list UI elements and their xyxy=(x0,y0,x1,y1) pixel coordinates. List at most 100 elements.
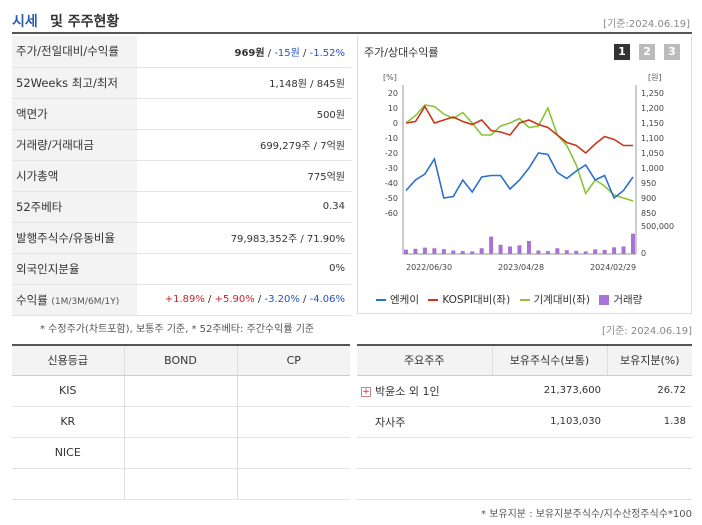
left-tick-label: -10 xyxy=(385,134,398,143)
value-volume: 699,279주 / 7억원 xyxy=(137,129,351,161)
right-unit: [원] xyxy=(648,73,662,82)
credit-bond xyxy=(124,468,238,500)
right-tick-label: 1,050 xyxy=(641,149,664,158)
left-tick-label: -20 xyxy=(385,149,398,158)
right-tick-label: 1,150 xyxy=(641,119,664,128)
left-tick-label: -30 xyxy=(385,164,398,173)
right-tick-label: 900 xyxy=(641,194,656,203)
label-par: 액면가 xyxy=(12,98,137,130)
shareholders-table: 주요주주 보유주식수(보통) 보유지분(%) + 박윤소 외 1인 21,373,… xyxy=(357,344,692,500)
row-returns: 수익률 (1M/3M/6M/1Y) +1.89% / +5.90% / -3.2… xyxy=(12,284,351,316)
volume-bar xyxy=(460,251,465,254)
change-value: -15원 xyxy=(274,47,300,59)
holder-name-text: 박윤소 외 1인 xyxy=(375,384,440,398)
expand-icon[interactable]: + xyxy=(361,386,371,397)
holders-header-name: 주요주주 xyxy=(357,344,493,376)
row-par: 액면가 500원 xyxy=(12,98,351,130)
holders-header-shares: 보유주식수(보통) xyxy=(492,344,608,376)
ret-3m: +5.90% xyxy=(214,294,255,305)
credit-cp xyxy=(237,468,350,500)
volume-bar xyxy=(498,244,503,254)
chart-page-1[interactable]: 1 xyxy=(614,44,630,60)
credit-agency: KIS xyxy=(12,375,125,407)
left-unit: [%] xyxy=(383,73,397,82)
volume-bar xyxy=(404,249,408,254)
right-tick-label: 1,000 xyxy=(641,164,664,173)
sep: / xyxy=(299,294,310,305)
volume-bar xyxy=(441,249,446,254)
volume-bar xyxy=(602,249,607,254)
value-mcap: 775억원 xyxy=(137,160,351,192)
x-tick-label: 2022/06/30 xyxy=(406,263,452,272)
table-row xyxy=(357,468,692,500)
table-row xyxy=(357,437,692,469)
holder-shares xyxy=(492,437,607,469)
value-beta: 0.34 xyxy=(137,191,351,223)
label-shares: 발행주식수/유동비율 xyxy=(12,222,137,254)
legend-volume: 거래량 xyxy=(599,294,642,306)
x-tick-label: 2023/04/28 xyxy=(498,263,544,272)
credit-agency: NICE xyxy=(12,437,125,469)
credit-header-cp: CP xyxy=(237,344,350,376)
table-row: KR xyxy=(12,406,350,438)
ret-6m: -3.20% xyxy=(264,294,300,305)
volume-bar xyxy=(612,247,617,254)
value-52wk: 1,148원 / 845원 xyxy=(137,67,351,99)
table-row: 자사주 1,103,030 1.38 xyxy=(357,406,692,438)
holder-pct xyxy=(607,437,692,469)
volume-bar xyxy=(432,248,437,254)
ret-1y: -4.06% xyxy=(309,294,345,305)
holder-shares: 1,103,030 xyxy=(492,406,607,438)
credit-bond xyxy=(124,375,238,407)
label-mcap: 시가총액 xyxy=(12,160,137,192)
row-foreign: 외국인지분율 0% xyxy=(12,253,351,285)
chart-title: 주가/상대수익률 xyxy=(364,46,439,59)
price-info-table: 주가/전일대비/수익률 969원 / -15원 / -1.52% 52Weeks… xyxy=(12,36,351,316)
right-tick-label: 1,100 xyxy=(641,134,664,143)
chart-page-2[interactable]: 2 xyxy=(639,44,655,60)
volume-bar xyxy=(574,250,579,254)
holder-name: 자사주 xyxy=(357,406,492,438)
kospi-line xyxy=(405,104,633,155)
credit-rating-table: 신용등급 BOND CP KIS KR NICE xyxy=(12,344,350,500)
right-tick-label: 1,250 xyxy=(641,89,664,98)
chart-panel: [%] [원] 20 10 0 -10 -20 -30 -40 -50 -60 1,250 1,200 1… xyxy=(357,36,692,314)
label-beta: 52주베타 xyxy=(12,191,137,223)
volume-bar xyxy=(536,250,541,254)
chart-legend: 엔케이 KOSPI대비(좌) 기계대비(좌) 거래량 xyxy=(376,292,648,307)
left-tick-label: 10 xyxy=(388,104,398,113)
chart-page-3[interactable]: 3 xyxy=(664,44,680,60)
sep: / xyxy=(264,47,275,59)
holders-header-pct: 보유지분(%) xyxy=(607,344,692,376)
sector-line xyxy=(405,104,634,202)
table-row: KIS xyxy=(12,375,350,407)
legend-kospi: KOSPI대비(좌) xyxy=(428,294,510,306)
volume-bar xyxy=(631,233,635,254)
volume-bar xyxy=(451,250,456,254)
left-tick-label: -50 xyxy=(385,194,398,203)
volume-bar xyxy=(545,251,550,254)
header-title-sub: 및 주주현황 xyxy=(50,14,120,30)
credit-header-bond: BOND xyxy=(124,344,238,376)
volume-bar xyxy=(470,251,475,254)
label-foreign: 외국인지분율 xyxy=(12,253,137,285)
row-52wk: 52Weeks 최고/최저 1,148원 / 845원 xyxy=(12,67,351,99)
right-tick-label: 1,200 xyxy=(641,104,664,113)
holder-name xyxy=(357,437,492,469)
value-foreign: 0% xyxy=(137,253,351,285)
label-price: 주가/전일대비/수익률 xyxy=(12,36,137,68)
value-price: 969원 / -15원 / -1.52% xyxy=(137,36,351,68)
table-row: + 박윤소 외 1인 21,373,600 26.72 xyxy=(357,375,692,407)
left-tick-label: -60 xyxy=(385,209,398,218)
ret-1m: +1.89% xyxy=(164,294,205,305)
row-shares: 발행주식수/유동비율 79,983,352주 / 71.90% xyxy=(12,222,351,254)
returns-label: 수익률 xyxy=(16,292,48,307)
holders-footnote: * 보유지분 : 보유지분주식수/지수산정주식수*100 xyxy=(481,509,692,520)
row-mcap: 시가총액 775억원 xyxy=(12,160,351,192)
sep: / xyxy=(204,294,215,305)
holder-pct xyxy=(607,468,692,500)
credit-bond xyxy=(124,406,238,438)
volume-bar xyxy=(593,249,598,254)
label-returns: 수익률 (1M/3M/6M/1Y) xyxy=(12,284,137,316)
label-52wk: 52Weeks 최고/최저 xyxy=(12,67,137,99)
